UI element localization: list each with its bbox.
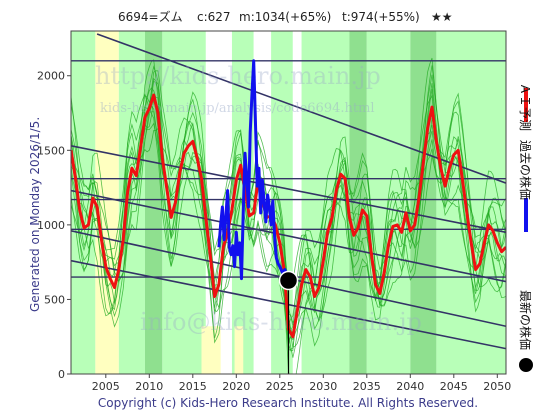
past-price-line bbox=[217, 59, 290, 282]
legend-past-price: 過去の株価 bbox=[518, 140, 533, 232]
trend-line bbox=[71, 189, 506, 283]
zone-band bbox=[301, 31, 350, 374]
legend-latest-price-label: 最新の株価 bbox=[518, 290, 533, 350]
x-tick-label: 2025 bbox=[266, 380, 294, 393]
header-star-rating: ★★ bbox=[431, 10, 453, 24]
copyright-footer: Copyright (c) Kids-Hero Research Institu… bbox=[98, 396, 478, 410]
x-axis-ticks: 2005 2010 2015 2020 2025 2030 2035 2040 2045 2050 bbox=[92, 374, 511, 393]
latest-price-group bbox=[278, 270, 299, 374]
header-mid-target: m:1034(+65%) bbox=[239, 10, 331, 24]
x-tick-label: 2050 bbox=[483, 380, 511, 393]
x-tick-label: 2040 bbox=[396, 380, 424, 393]
plot-frame bbox=[70, 30, 507, 375]
x-tick-label: 2030 bbox=[309, 380, 337, 393]
zone-band bbox=[95, 31, 119, 374]
generated-date-label: Generated on Monday 2026/1/5. bbox=[28, 117, 42, 312]
header-current-price: c:627 bbox=[197, 10, 231, 24]
y-tick-label: 2000 bbox=[37, 70, 65, 83]
zone-band bbox=[292, 31, 302, 374]
legend-ai-forecast-label: ＡＩ予測 bbox=[518, 83, 532, 131]
latest-price-marker bbox=[278, 270, 299, 291]
trend-line bbox=[71, 145, 506, 234]
y-tick-label: 0 bbox=[58, 368, 65, 381]
y-tick-label: 500 bbox=[44, 293, 65, 306]
x-tick-label: 2020 bbox=[222, 380, 250, 393]
zone-patch bbox=[201, 326, 221, 374]
zone-patch bbox=[234, 326, 244, 374]
watermark-mail: info@kids-hero.main.jp bbox=[140, 308, 422, 336]
chart-header: 6694=ズム c:627 m:1034(+65%) t:974(+55%) ★… bbox=[118, 9, 453, 24]
watermark-group: http://kids-hero.main.jp kids-hero.main.… bbox=[95, 62, 422, 336]
plot-area: http://kids-hero.main.jp kids-hero.main.… bbox=[70, 30, 507, 375]
watermark-main: http://kids-hero.main.jp bbox=[95, 62, 381, 90]
header-code-name: 6694=ズム bbox=[118, 9, 183, 24]
legend-ai-forecast: ＡＩ予測 bbox=[518, 83, 532, 131]
header-long-target: t:974(+55%) bbox=[342, 10, 420, 24]
y-tick-label: 1500 bbox=[37, 144, 65, 157]
legend-latest-price-marker bbox=[519, 358, 533, 372]
x-tick-label: 2045 bbox=[440, 380, 468, 393]
watermark-sub: kids-hero.main.jp/analysis/code6694.html bbox=[100, 101, 375, 116]
zone-patch bbox=[101, 326, 115, 374]
x-tick-label: 2005 bbox=[92, 380, 120, 393]
x-tick-label: 2035 bbox=[353, 380, 381, 393]
legend-latest-price: 最新の株価 bbox=[518, 290, 533, 372]
y-tick-label: 1000 bbox=[37, 219, 65, 232]
y-axis-ticks: 0 500 1000 1500 2000 bbox=[37, 70, 71, 381]
x-tick-label: 2015 bbox=[179, 380, 207, 393]
legend-past-price-label: 過去の株価 bbox=[518, 140, 533, 200]
legend: ＡＩ予測 過去の株価 最新の株価 bbox=[518, 83, 533, 372]
zone-backgrounds bbox=[71, 31, 506, 374]
x-tick-label: 2010 bbox=[135, 380, 163, 393]
